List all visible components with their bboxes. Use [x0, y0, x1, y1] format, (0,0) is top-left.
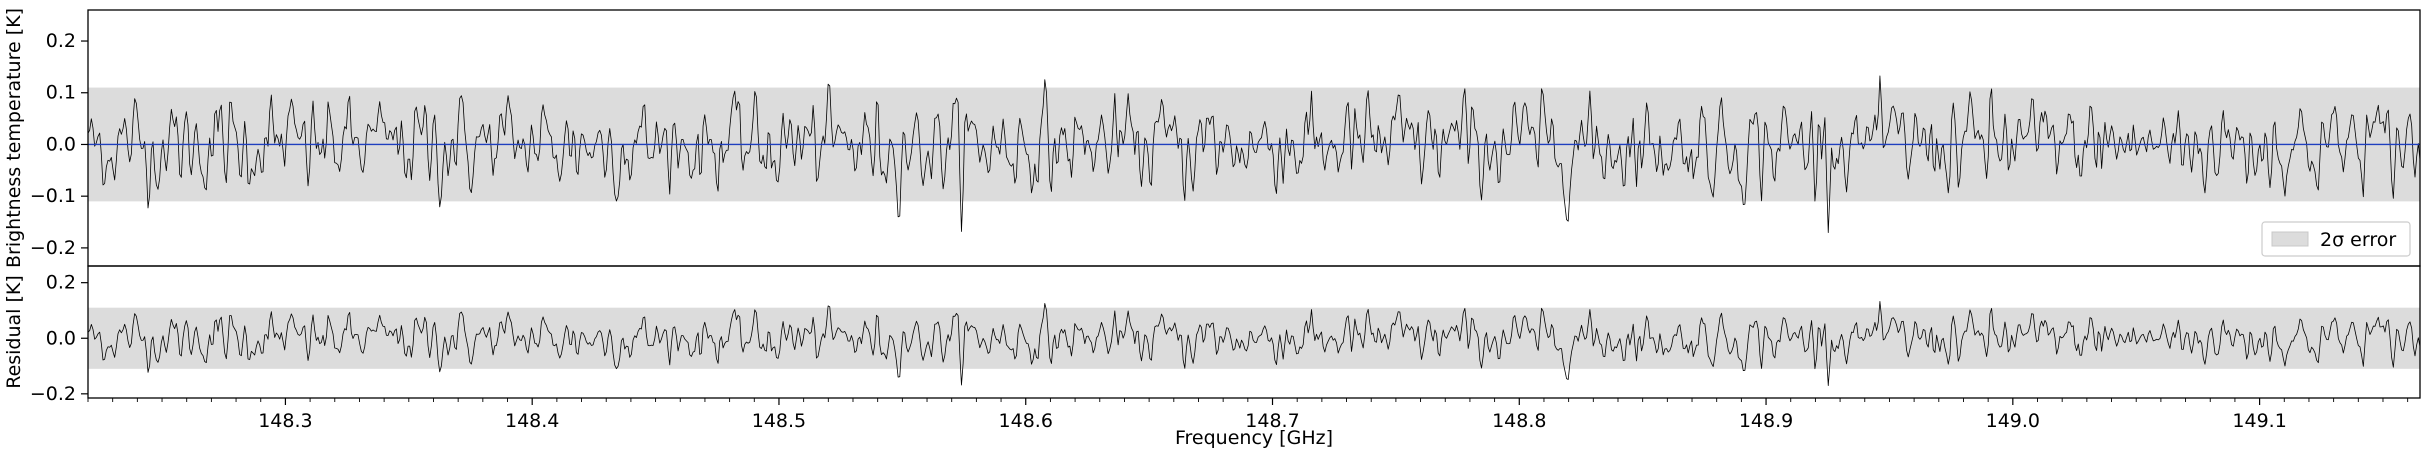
spectrum-line — [87, 300, 2421, 386]
x-tick-label: 148.6 — [999, 410, 1053, 432]
y-tick-label: 0.0 — [46, 327, 76, 349]
top-y-ticks: −0.2 −0.1 0.0 0.1 0.2 — [30, 30, 88, 259]
legend: 2σ error — [2261, 221, 2411, 257]
x-tick-label: 149.1 — [2232, 410, 2286, 432]
spectrum-line — [87, 75, 2421, 233]
top-spectrum-series — [87, 75, 2421, 233]
x-tick-label: 148.4 — [505, 410, 559, 432]
legend-swatch — [2271, 231, 2309, 247]
y-tick-label: −0.1 — [30, 185, 76, 207]
legend-box — [2261, 221, 2411, 257]
top-panel: −0.2 −0.1 0.0 0.1 0.2 Brightness temperature… — [3, 8, 2421, 268]
y-tick-label: −0.2 — [30, 383, 76, 405]
y-tick-label: 0.0 — [46, 133, 76, 155]
y-tick-label: 0.2 — [46, 30, 76, 52]
bottom-x-ticks: 148.3 148.4 148.5 148.6 148.7 148.8 148.9 149.0… — [87, 398, 2409, 432]
x-tick-label: 148.7 — [1245, 410, 1299, 432]
y-tick-label: 0.2 — [46, 272, 76, 294]
x-tick-label: 148.3 — [258, 410, 312, 432]
bottom-axes-frame — [87, 265, 2421, 399]
y-tick-label: −0.2 — [30, 237, 76, 259]
bottom-residual-series — [87, 300, 2421, 386]
legend-label: 2σ error — [2320, 229, 2396, 251]
x-tick-label: 149.0 — [1986, 410, 2040, 432]
bottom-panel: −0.20.00.2 148.3 148.4 148.5 148.6 148.7 148.… — [3, 265, 2421, 449]
x-tick-label: 148.9 — [1739, 410, 1793, 432]
y-tick-label: 0.1 — [46, 82, 76, 104]
x-tick-label: 148.8 — [1492, 410, 1546, 432]
x-axis-label: Frequency [GHz] — [1175, 427, 1333, 449]
x-tick-label: 148.5 — [752, 410, 806, 432]
bottom-y-ticks: −0.2 0.0 0.2 — [30, 272, 88, 405]
top-y-axis-label: Brightness temperature [K] — [3, 8, 25, 268]
bottom-y-axis-label: Residual [K] — [3, 275, 25, 389]
